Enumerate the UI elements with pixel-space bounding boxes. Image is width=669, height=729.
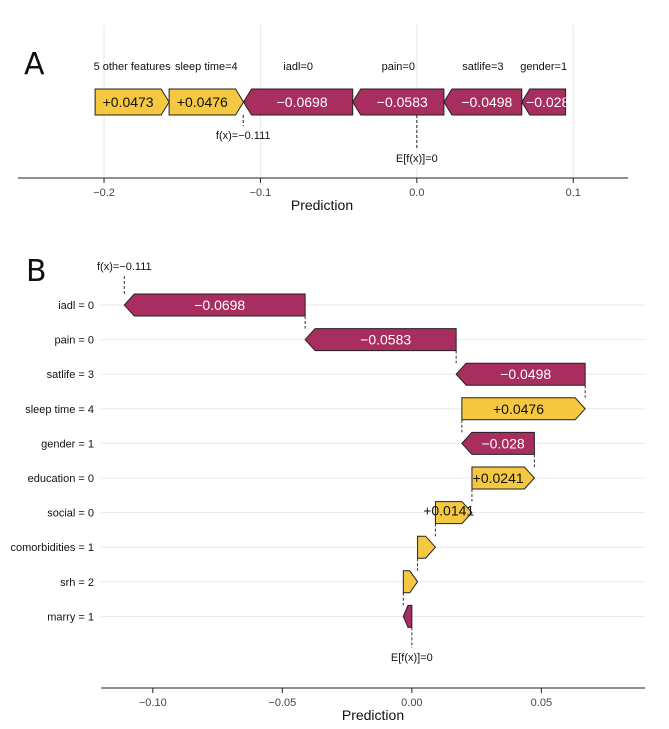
panel-a-feature-label: iadl=0 (283, 61, 313, 73)
panel-a-letter: A (24, 47, 45, 82)
panel-b-bar-value: +0.0241 (473, 470, 524, 486)
panel-a-tick-label: −0.2 (93, 187, 115, 199)
panel-b-bar (417, 535, 437, 559)
panel-b-x-axis-title: Prediction (342, 707, 404, 723)
panel-b-feature-label: gender = 1 (41, 438, 94, 450)
panel-b-tick-label: 0.00 (401, 697, 422, 709)
panel-a-feature-label: 5 other features (94, 61, 172, 73)
panel-b-feature-label: social = 0 (47, 508, 94, 520)
panel-a-segment (168, 88, 245, 116)
panel-a-feature-label: pain=0 (382, 61, 415, 73)
panel-a-x-axis-title: Prediction (291, 197, 353, 213)
panel-b-bar (434, 501, 473, 525)
panel-b-bar-value: −0.028 (482, 435, 525, 451)
panel-b-bar-value: −0.0583 (360, 332, 411, 348)
panel-a-feature-label: sleep time=4 (175, 61, 238, 73)
panel-a-fx-label: f(x)=−0.111 (216, 130, 271, 142)
panel-b-feature-label: marry = 1 (47, 611, 94, 623)
panel-a-feature-label: gender=1 (520, 61, 567, 73)
panel-b-feature-label: education = 0 (28, 473, 94, 485)
panel-b-tick-label: −0.10 (139, 697, 167, 709)
panel-b: B iadl = 0 −0.0698 pain = 0 −0.0583 satlife … (11, 254, 645, 723)
panel-a-efx-label: E[f(x)]=0 (396, 153, 438, 165)
panel-a-segment-value: +0.0473 (103, 94, 154, 110)
panel-b-bar-value: +0.0141 (423, 503, 474, 519)
panel-b-tick-label: 0.05 (531, 697, 552, 709)
panel-b-bar (402, 604, 413, 628)
panel-b-feature-label: satlife = 3 (47, 369, 94, 381)
panel-a: A +0.0473 5 other features +0.0476 sleep ti… (18, 25, 628, 213)
panel-b-bar (461, 397, 586, 421)
panel-b-tick-label: −0.05 (268, 697, 296, 709)
panel-b-bar (304, 328, 457, 352)
panel-b-bar (471, 466, 536, 490)
panel-b-bar-value: +0.0476 (493, 401, 544, 417)
panel-a-segment-value: −0.0498 (461, 94, 512, 110)
panel-a-segment (443, 88, 523, 116)
panel-a-segment-value: −0.0698 (277, 94, 328, 110)
panel-b-feature-label: pain = 0 (55, 335, 94, 347)
panel-b-letter: B (26, 254, 47, 289)
panel-a-segment-value: −0.028 (526, 94, 569, 110)
panel-a-segment-value: +0.0476 (177, 94, 228, 110)
panel-b-feature-label: comorbidities = 1 (11, 542, 94, 554)
panel-a-feature-label: satlife=3 (462, 61, 503, 73)
panel-b-bar (402, 570, 419, 594)
panel-b-bar (461, 431, 535, 455)
panel-a-tick-label: 0.0 (409, 187, 424, 199)
panel-a-segment (352, 88, 445, 116)
panel-b-bar-value: −0.0698 (194, 297, 245, 313)
panel-a-segment-value: −0.0583 (377, 94, 428, 110)
panel-b-bar-value: −0.0498 (500, 366, 551, 382)
panel-b-feature-label: iadl = 0 (58, 300, 94, 312)
panel-a-tick-label: 0.1 (566, 187, 581, 199)
panel-b-fx-label: f(x)=−0.111 (97, 261, 152, 273)
panel-b-bar (123, 293, 306, 317)
panel-a-segment (521, 88, 567, 116)
panel-a-segment (242, 88, 354, 116)
panel-a-segment (94, 88, 170, 116)
panel-b-bar (455, 362, 586, 386)
panel-a-tick-label: −0.1 (250, 187, 272, 199)
panel-b-feature-label: srh = 2 (60, 577, 94, 589)
panel-b-efx-label: E[f(x)]=0 (391, 652, 433, 664)
panel-b-feature-label: sleep time = 4 (25, 404, 94, 416)
